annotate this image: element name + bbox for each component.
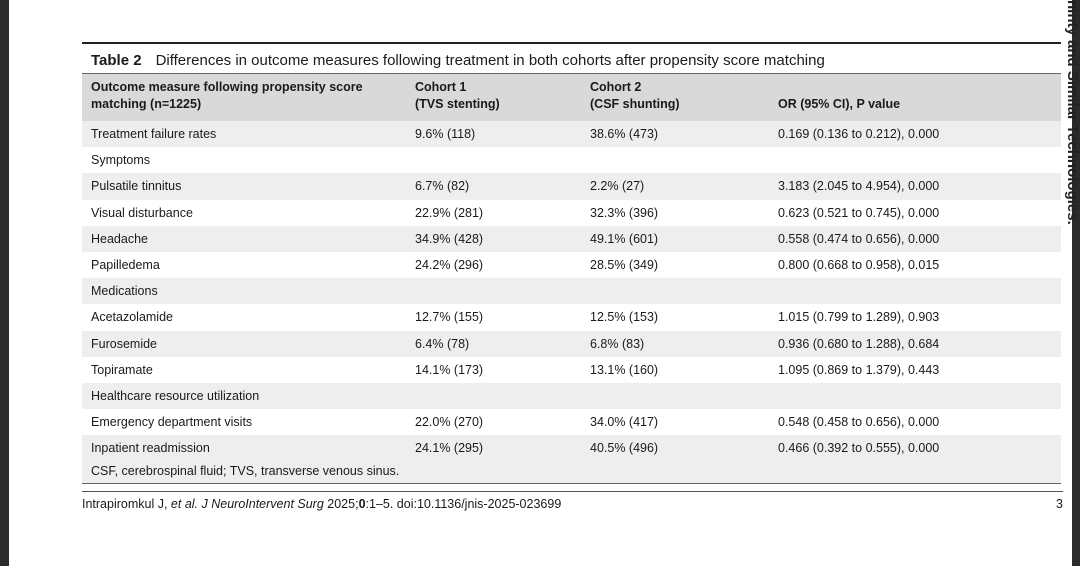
page-number: 3 bbox=[1056, 497, 1063, 511]
cell-odds-ratio: 0.558 (0.474 to 0.656), 0.000 bbox=[778, 225, 1061, 252]
outcome-table: Outcome measure following propensity sco… bbox=[82, 73, 1061, 462]
cell-cohort-1: 9.6% (118) bbox=[415, 121, 590, 148]
cell-measure: Visual disturbance bbox=[82, 199, 415, 226]
cell-cohort-2: 40.5% (496) bbox=[590, 435, 778, 462]
cell-cohort-1: 34.9% (428) bbox=[415, 225, 590, 252]
citation: Intrapiromkul J, et al. J NeuroIntervent… bbox=[82, 497, 562, 511]
cell-cohort-2: 28.5% (349) bbox=[590, 251, 778, 279]
vertical-margin-text: ninty and Similar Technologies. bbox=[1064, 0, 1080, 260]
cell-cohort-2: 34.0% (417) bbox=[590, 409, 778, 436]
cell-odds-ratio: 0.466 (0.392 to 0.555), 0.000 bbox=[778, 435, 1061, 462]
table-row: Inpatient readmission 24.1% (295) 40.5% (4… bbox=[82, 435, 1061, 462]
cell-measure: Symptoms bbox=[82, 147, 415, 174]
cell-measure: Treatment failure rates bbox=[82, 121, 415, 148]
cell-cohort-2 bbox=[590, 382, 778, 410]
cell-cohort-1 bbox=[415, 278, 590, 305]
vertical-margin-text-label: ninty and Similar Technologies. bbox=[1064, 0, 1080, 225]
cell-cohort-1: 22.9% (281) bbox=[415, 199, 590, 226]
cell-odds-ratio: 1.095 (0.869 to 1.379), 0.443 bbox=[778, 356, 1061, 383]
cell-measure: Inpatient readmission bbox=[82, 435, 415, 462]
right-dark-border bbox=[1072, 0, 1080, 566]
table-row: Papilledema 24.2% (296) 28.5% (349) 0.800 (… bbox=[82, 251, 1061, 279]
table-header-row: Outcome measure following propensity sco… bbox=[82, 73, 1061, 121]
table-2: Table 2 Differences in outcome measures f… bbox=[82, 42, 1061, 485]
cell-measure: Healthcare resource utilization bbox=[82, 382, 415, 410]
cell-measure: Papilledema bbox=[82, 251, 415, 279]
table-row: Medications bbox=[82, 278, 1061, 305]
cell-odds-ratio bbox=[778, 147, 1061, 174]
cell-odds-ratio: 0.169 (0.136 to 0.212), 0.000 bbox=[778, 121, 1061, 148]
cell-measure: Emergency department visits bbox=[82, 409, 415, 436]
cell-measure: Medications bbox=[82, 278, 415, 305]
cell-odds-ratio bbox=[778, 382, 1061, 410]
cell-cohort-2 bbox=[590, 147, 778, 174]
cell-measure: Acetazolamide bbox=[82, 304, 415, 331]
cell-cohort-1: 12.7% (155) bbox=[415, 304, 590, 331]
cell-cohort-2: 6.8% (83) bbox=[590, 330, 778, 357]
table-body: Treatment failure rates 9.6% (118) 38.6% (… bbox=[82, 121, 1061, 462]
cell-cohort-2: 13.1% (160) bbox=[590, 356, 778, 383]
header-cohort-2: Cohort 2 (CSF shunting) bbox=[590, 73, 778, 121]
cell-cohort-1: 6.7% (82) bbox=[415, 173, 590, 200]
cell-cohort-2: 2.2% (27) bbox=[590, 173, 778, 200]
cell-cohort-1 bbox=[415, 147, 590, 174]
cell-cohort-1: 24.1% (295) bbox=[415, 435, 590, 462]
cell-odds-ratio: 1.015 (0.799 to 1.289), 0.903 bbox=[778, 304, 1061, 331]
table-footnote: CSF, cerebrospinal fluid; TVS, transvers… bbox=[82, 461, 1061, 485]
cell-odds-ratio: 0.800 (0.668 to 0.958), 0.015 bbox=[778, 251, 1061, 279]
table-row: Visual disturbance 22.9% (281) 32.3% (396)… bbox=[82, 199, 1061, 226]
page-footer: Intrapiromkul J, et al. J NeuroIntervent… bbox=[82, 491, 1063, 511]
table-row: Pulsatile tinnitus 6.7% (82) 2.2% (27) 3.18… bbox=[82, 173, 1061, 200]
cell-cohort-2: 49.1% (601) bbox=[590, 225, 778, 252]
cell-cohort-1 bbox=[415, 382, 590, 410]
cell-cohort-2: 38.6% (473) bbox=[590, 121, 778, 148]
cell-cohort-1: 24.2% (296) bbox=[415, 251, 590, 279]
cell-odds-ratio: 0.548 (0.458 to 0.656), 0.000 bbox=[778, 409, 1061, 436]
table-row: Symptoms bbox=[82, 147, 1061, 174]
cell-measure: Topiramate bbox=[82, 356, 415, 383]
header-cohort-1: Cohort 1 (TVS stenting) bbox=[415, 73, 590, 121]
table-label: Table 2 bbox=[91, 52, 142, 69]
table-row: Healthcare resource utilization bbox=[82, 382, 1061, 410]
table-row: Emergency department visits 22.0% (270) 34… bbox=[82, 409, 1061, 436]
left-dark-border bbox=[0, 0, 9, 566]
table-caption-text: Differences in outcome measures followin… bbox=[155, 52, 825, 69]
cell-cohort-1: 6.4% (78) bbox=[415, 330, 590, 357]
cell-cohort-2: 12.5% (153) bbox=[590, 304, 778, 331]
table-row: Treatment failure rates 9.6% (118) 38.6% (… bbox=[82, 121, 1061, 148]
cell-cohort-1: 22.0% (270) bbox=[415, 409, 590, 436]
table-row: Headache 34.9% (428) 49.1% (601) 0.558 (0.4… bbox=[82, 225, 1061, 252]
table-row: Furosemide 6.4% (78) 6.8% (83) 0.936 (0.680… bbox=[82, 330, 1061, 357]
cell-odds-ratio: 3.183 (2.045 to 4.954), 0.000 bbox=[778, 173, 1061, 200]
table-row: Acetazolamide 12.7% (155) 12.5% (153) 1.015… bbox=[82, 304, 1061, 331]
cell-measure: Pulsatile tinnitus bbox=[82, 173, 415, 200]
table-top-rule bbox=[82, 42, 1061, 44]
cell-odds-ratio: 0.936 (0.680 to 1.288), 0.684 bbox=[778, 330, 1061, 357]
cell-measure: Furosemide bbox=[82, 330, 415, 357]
header-outcome-measure: Outcome measure following propensity sco… bbox=[82, 73, 415, 121]
cell-odds-ratio: 0.623 (0.521 to 0.745), 0.000 bbox=[778, 199, 1061, 226]
cell-cohort-1: 14.1% (173) bbox=[415, 356, 590, 383]
table-caption: Table 2 Differences in outcome measures f… bbox=[82, 44, 1061, 73]
cell-odds-ratio bbox=[778, 278, 1061, 305]
cell-cohort-2: 32.3% (396) bbox=[590, 199, 778, 226]
cell-measure: Headache bbox=[82, 225, 415, 252]
table-row: Topiramate 14.1% (173) 13.1% (160) 1.095 (0… bbox=[82, 356, 1061, 383]
cell-cohort-2 bbox=[590, 278, 778, 305]
header-odds-ratio: OR (95% CI), P value bbox=[778, 73, 1061, 121]
